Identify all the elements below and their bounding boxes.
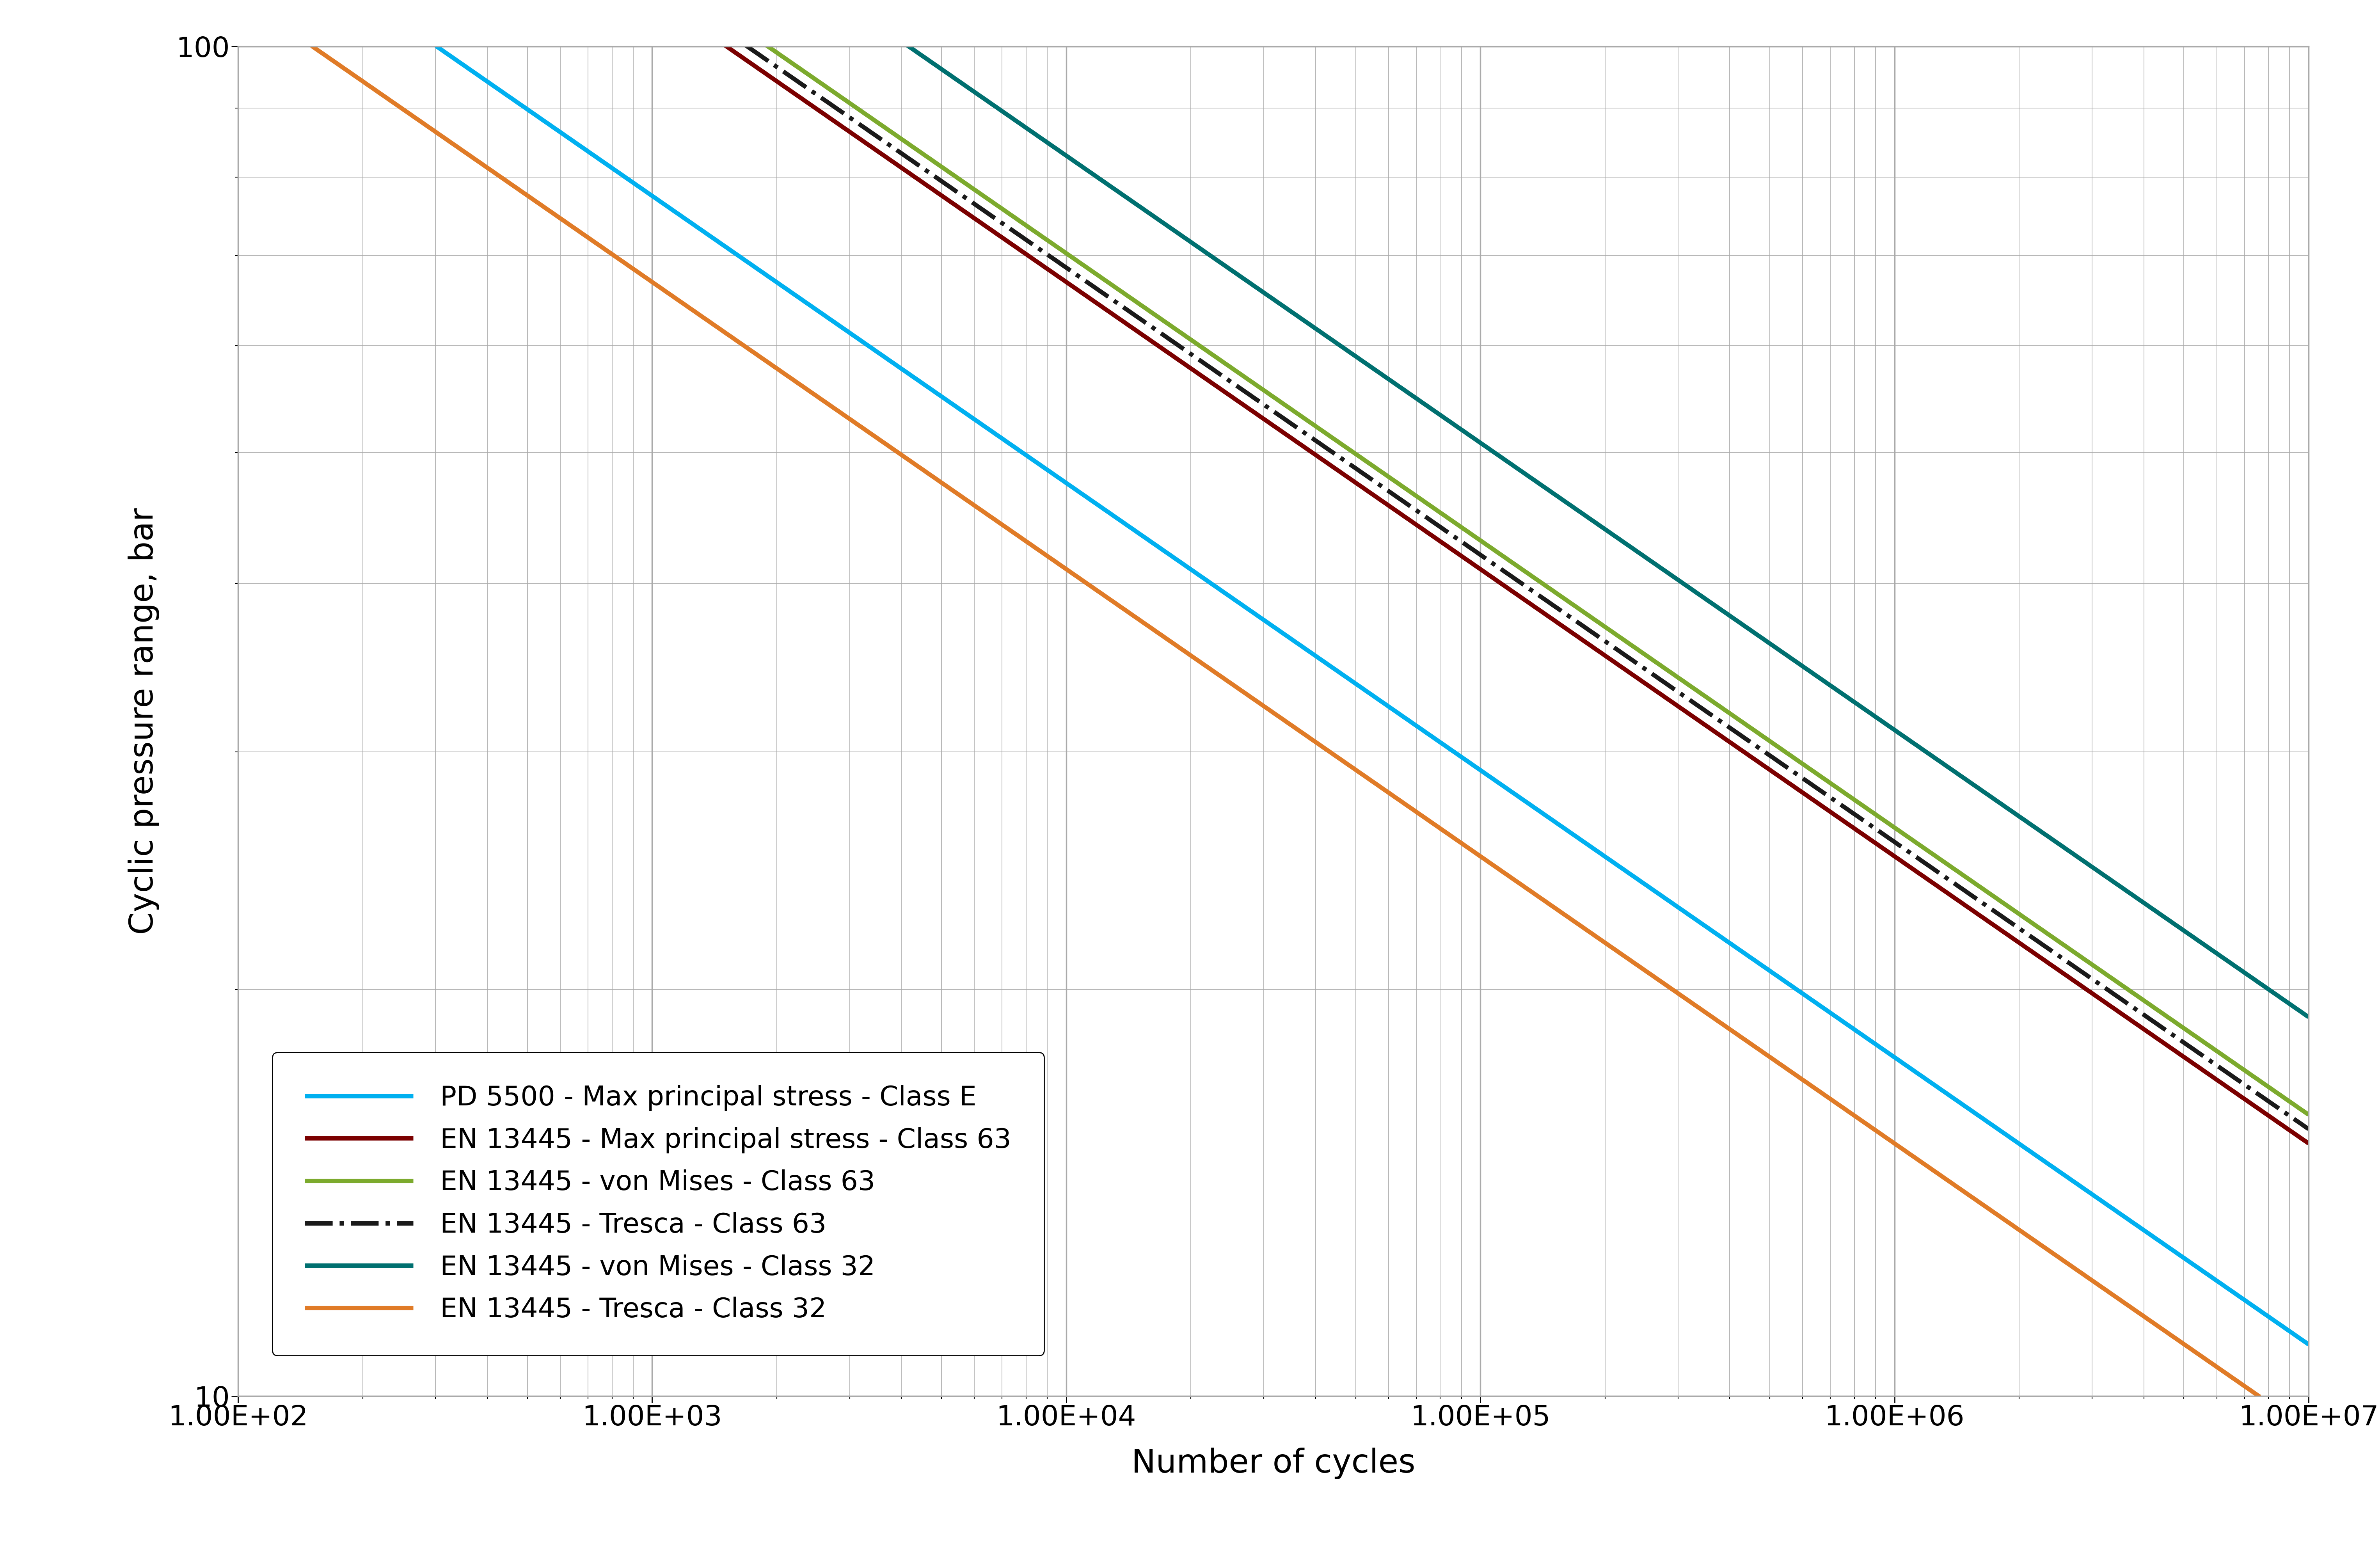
EN 13445 - Tresca - Class 32 — [369, 87, 397, 105]
EN 13445 - von Mises - Class 32 — [1345, 349, 1373, 368]
EN 13445 - Max principal stress - Class 63 — [1430, 535, 1459, 554]
EN 13445 - Tresca - Class 63 — [1373, 481, 1402, 499]
EN 13445 - Max principal stress - Class 63 — [1283, 433, 1311, 451]
EN 13445 - von Mises - Class 63 — [752, 36, 781, 54]
EN 13445 - Tresca - Class 63 — [1554, 606, 1583, 625]
EN 13445 - von Mises - Class 63 — [1002, 209, 1031, 228]
EN 13445 - von Mises - Class 32 — [1333, 341, 1361, 360]
EN 13445 - von Mises - Class 32 — [1564, 501, 1592, 520]
EN 13445 - von Mises - Class 32 — [1150, 214, 1178, 233]
EN 13445 - Max principal stress - Class 63 — [1278, 430, 1307, 448]
Line: EN 13445 - von Mises - Class 63: EN 13445 - von Mises - Class 63 — [766, 45, 2309, 1115]
EN 13445 - Tresca - Class 63 — [2294, 1120, 2323, 1138]
Legend: PD 5500 - Max principal stress - Class E, EN 13445 - Max principal stress - Clas: PD 5500 - Max principal stress - Class E… — [271, 1052, 1045, 1356]
EN 13445 - Tresca - Class 63 — [1578, 624, 1606, 642]
Line: EN 13445 - Tresca - Class 32: EN 13445 - Tresca - Class 32 — [312, 47, 2261, 1397]
PD 5500 - Max principal stress - Class E — [2163, 1244, 2192, 1263]
PD 5500 - Max principal stress - Class E — [2294, 1335, 2323, 1354]
EN 13445 - Tresca - Class 32 — [298, 37, 326, 56]
EN 13445 - Max principal stress - Class 63 — [712, 36, 740, 54]
EN 13445 - Tresca - Class 32 — [1726, 1027, 1754, 1045]
PD 5500 - Max principal stress - Class E — [421, 37, 450, 56]
Line: PD 5500 - Max principal stress - Class E: PD 5500 - Max principal stress - Class E — [436, 47, 2309, 1345]
EN 13445 - Tresca - Class 63 — [731, 36, 759, 54]
PD 5500 - Max principal stress - Class E — [1047, 470, 1076, 489]
EN 13445 - Max principal stress - Class 63 — [2294, 1134, 2323, 1152]
Line: EN 13445 - von Mises - Class 32: EN 13445 - von Mises - Class 32 — [907, 45, 2309, 1017]
EN 13445 - Tresca - Class 32 — [2247, 1388, 2275, 1407]
EN 13445 - von Mises - Class 32 — [892, 36, 921, 54]
EN 13445 - von Mises - Class 32 — [2294, 1008, 2323, 1027]
EN 13445 - von Mises - Class 63 — [2294, 1106, 2323, 1124]
Line: EN 13445 - Max principal stress - Class 63: EN 13445 - Max principal stress - Class … — [726, 45, 2309, 1143]
EN 13445 - von Mises - Class 63 — [1859, 803, 1887, 822]
EN 13445 - Max principal stress - Class 63 — [1699, 721, 1728, 740]
EN 13445 - von Mises - Class 32 — [1347, 352, 1376, 371]
EN 13445 - von Mises - Class 63 — [2023, 917, 2052, 935]
EN 13445 - von Mises - Class 63 — [1659, 664, 1687, 682]
EN 13445 - Max principal stress - Class 63 — [962, 209, 990, 228]
Y-axis label: Cyclic pressure range, bar: Cyclic pressure range, bar — [129, 507, 159, 935]
Line: EN 13445 - Tresca - Class 63: EN 13445 - Tresca - Class 63 — [745, 45, 2309, 1129]
EN 13445 - von Mises - Class 63 — [2092, 965, 2121, 983]
PD 5500 - Max principal stress - Class E — [2023, 1146, 2052, 1165]
EN 13445 - Tresca - Class 63 — [1966, 892, 1994, 910]
EN 13445 - Tresca - Class 32 — [1935, 1173, 1963, 1191]
EN 13445 - Tresca - Class 63 — [2185, 1044, 2213, 1062]
EN 13445 - Tresca - Class 32 — [1226, 681, 1254, 700]
EN 13445 - Tresca - Class 32 — [1930, 1168, 1959, 1187]
PD 5500 - Max principal stress - Class E — [2013, 1140, 2042, 1159]
EN 13445 - von Mises - Class 63 — [1007, 214, 1035, 233]
EN 13445 - Tresca - Class 63 — [1730, 729, 1759, 748]
X-axis label: Number of cycles: Number of cycles — [1130, 1447, 1416, 1480]
EN 13445 - von Mises - Class 32 — [2035, 828, 2063, 847]
PD 5500 - Max principal stress - Class E — [1585, 844, 1614, 862]
EN 13445 - Max principal stress - Class 63 — [788, 88, 816, 107]
EN 13445 - Tresca - Class 32 — [1652, 976, 1680, 994]
PD 5500 - Max principal stress - Class E — [1668, 901, 1697, 920]
